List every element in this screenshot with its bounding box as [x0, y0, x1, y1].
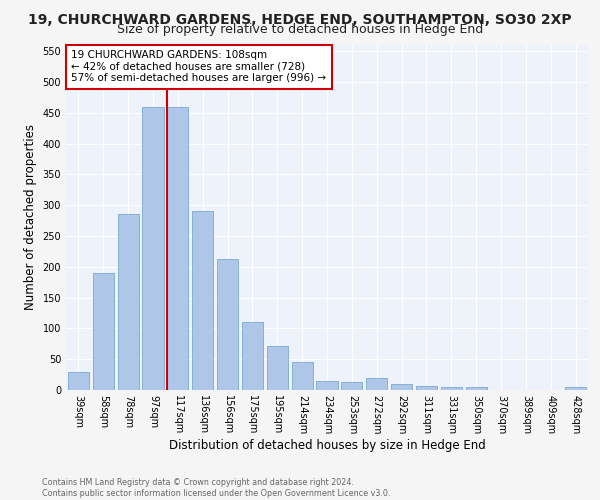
Bar	[466, 387, 487, 390]
Bar	[217, 259, 238, 390]
Bar	[68, 372, 89, 390]
Text: 19, CHURCHWARD GARDENS, HEDGE END, SOUTHAMPTON, SO30 2XP: 19, CHURCHWARD GARDENS, HEDGE END, SOUTH…	[28, 12, 572, 26]
Bar	[366, 378, 387, 390]
Bar	[416, 386, 437, 390]
Bar	[316, 381, 338, 390]
Text: 19 CHURCHWARD GARDENS: 108sqm
← 42% of detached houses are smaller (728)
57% of : 19 CHURCHWARD GARDENS: 108sqm ← 42% of d…	[71, 50, 326, 84]
Bar	[118, 214, 139, 390]
Bar	[341, 382, 362, 390]
Bar	[93, 273, 114, 390]
Bar	[267, 346, 288, 390]
Bar	[391, 384, 412, 390]
Bar	[565, 387, 586, 390]
Bar	[292, 362, 313, 390]
Text: Size of property relative to detached houses in Hedge End: Size of property relative to detached ho…	[117, 22, 483, 36]
Text: Contains HM Land Registry data © Crown copyright and database right 2024.
Contai: Contains HM Land Registry data © Crown c…	[42, 478, 391, 498]
Bar	[441, 387, 462, 390]
Bar	[167, 106, 188, 390]
Y-axis label: Number of detached properties: Number of detached properties	[24, 124, 37, 310]
X-axis label: Distribution of detached houses by size in Hedge End: Distribution of detached houses by size …	[169, 438, 485, 452]
Bar	[242, 322, 263, 390]
Bar	[192, 212, 213, 390]
Bar	[142, 106, 164, 390]
